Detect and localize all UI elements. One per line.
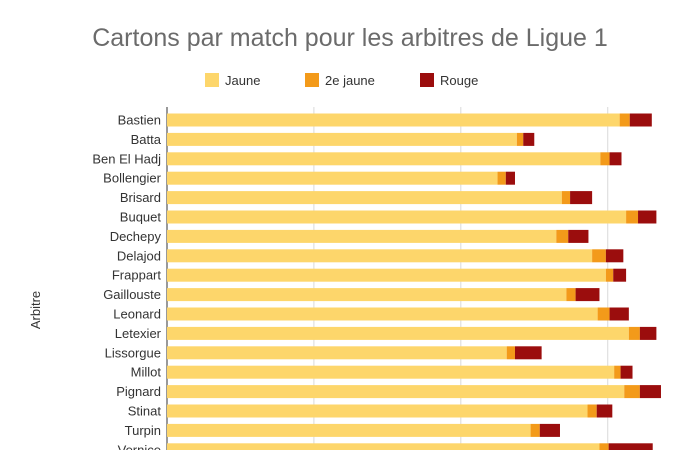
bar-rouge-ben-el-hadj <box>609 152 622 166</box>
bar-jaune-delajod <box>167 249 593 263</box>
bar-rouge-batta <box>523 132 535 146</box>
bar-jaune-bollengier <box>167 171 498 185</box>
category-label: Letexier <box>115 326 162 341</box>
category-label: Dechepy <box>110 229 162 244</box>
category-label: Millot <box>131 365 162 380</box>
bar-jaune-millot <box>167 365 615 379</box>
bar-rouge-vernice <box>608 443 653 450</box>
category-label: Bollengier <box>103 171 161 186</box>
bar-2e-jaune-dechepy <box>556 229 569 243</box>
category-label: Buquet <box>120 210 162 225</box>
bar-rouge-delajod <box>605 249 624 263</box>
category-label: Leonard <box>113 307 161 322</box>
bar-2e-jaune-letexier <box>628 326 640 340</box>
bar-2e-jaune-ben-el-hadj <box>600 152 610 166</box>
category-label: Vernice <box>118 442 161 450</box>
bar-2e-jaune-lissorgue <box>506 346 515 360</box>
bar-jaune-stinat <box>167 404 588 418</box>
bar-2e-jaune-pignard <box>624 385 640 399</box>
bar-jaune-dechepy <box>167 229 557 243</box>
bar-rouge-buquet <box>638 210 657 224</box>
bar-rouge-dechepy <box>568 229 589 243</box>
bar-rouge-bollengier <box>505 171 515 185</box>
bar-2e-jaune-vernice <box>599 443 609 450</box>
bar-jaune-lissorgue <box>167 346 507 360</box>
bar-2e-jaune-batta <box>516 132 524 146</box>
bar-jaune-leonard <box>167 307 598 321</box>
bar-rouge-millot <box>620 365 633 379</box>
bar-jaune-brisard <box>167 191 562 205</box>
category-label: Turpin <box>125 423 161 438</box>
bar-jaune-gaillouste <box>167 288 567 302</box>
bar-rouge-frappart <box>613 268 627 282</box>
bar-2e-jaune-bollengier <box>497 171 506 185</box>
category-label: Gaillouste <box>103 287 161 302</box>
bar-jaune-bastien <box>167 113 620 127</box>
category-label: Frappart <box>112 268 162 283</box>
legend-swatch-2e-jaune <box>305 73 319 87</box>
bar-rouge-brisard <box>570 191 593 205</box>
bar-jaune-ben-el-hadj <box>167 152 601 166</box>
bar-jaune-buquet <box>167 210 627 224</box>
bar-jaune-frappart <box>167 268 606 282</box>
bar-2e-jaune-leonard <box>597 307 610 321</box>
y-axis-title: Arbitre <box>28 291 43 329</box>
bar-2e-jaune-millot <box>614 365 621 379</box>
bar-rouge-pignard <box>639 385 661 399</box>
bar-2e-jaune-turpin <box>530 423 540 437</box>
legend-swatch-rouge <box>420 73 434 87</box>
bar-2e-jaune-gaillouste <box>566 288 576 302</box>
bar-rouge-leonard <box>609 307 629 321</box>
bar-rouge-bastien <box>629 113 652 127</box>
category-label: Ben El Hadj <box>92 151 161 166</box>
bar-2e-jaune-stinat <box>587 404 597 418</box>
chart-title: Cartons par match pour les arbitres de L… <box>92 24 608 52</box>
bar-jaune-pignard <box>167 385 625 399</box>
bar-jaune-vernice <box>167 443 600 450</box>
bar-rouge-stinat <box>596 404 613 418</box>
legend-label: Jaune <box>225 73 260 88</box>
category-label: Lissorgue <box>105 345 161 360</box>
bar-2e-jaune-delajod <box>592 249 606 263</box>
bar-jaune-turpin <box>167 423 531 437</box>
legend-label: 2e jaune <box>325 73 375 88</box>
bar-rouge-lissorgue <box>514 346 542 360</box>
bar-jaune-batta <box>167 132 517 146</box>
category-label: Bastien <box>118 113 161 128</box>
category-label: Delajod <box>117 248 161 263</box>
category-label: Pignard <box>116 384 161 399</box>
bar-2e-jaune-brisard <box>561 191 571 205</box>
bar-rouge-gaillouste <box>575 288 600 302</box>
bar-rouge-letexier <box>639 326 657 340</box>
legend-swatch-jaune <box>205 73 219 87</box>
bar-rouge-turpin <box>539 423 560 437</box>
legend-label: Rouge <box>440 73 478 88</box>
bar-2e-jaune-frappart <box>605 268 614 282</box>
category-label: Stinat <box>128 404 162 419</box>
category-label: Batta <box>131 132 162 147</box>
category-label: Brisard <box>120 190 161 205</box>
bar-jaune-letexier <box>167 326 629 340</box>
bar-2e-jaune-bastien <box>619 113 630 127</box>
bar-2e-jaune-buquet <box>626 210 639 224</box>
